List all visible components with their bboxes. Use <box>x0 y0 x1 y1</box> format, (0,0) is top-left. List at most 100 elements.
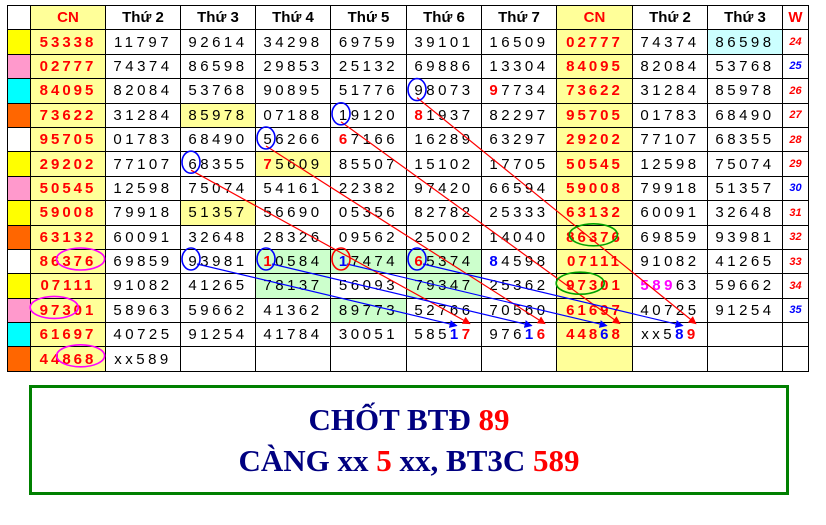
result-cell: 68355 <box>707 126 783 153</box>
result-cell: 40725 <box>632 297 708 324</box>
result-cell: 01783 <box>632 102 708 128</box>
result-cell <box>406 346 482 372</box>
header-cell: CN <box>30 4 106 31</box>
result-cell: 15102 <box>406 151 482 177</box>
result-cell: 07188 <box>255 102 331 128</box>
result-cell: 10584 <box>255 248 331 275</box>
result-cell: xx589 <box>632 322 708 348</box>
result-cell: 77107 <box>632 126 708 153</box>
result-cell: 12598 <box>105 175 181 202</box>
prediction-line-1: CHỐT BTĐ 89 <box>32 402 786 438</box>
row-marker <box>7 273 31 299</box>
week-number: 33 <box>782 248 809 275</box>
result-cell: 90895 <box>255 78 331 104</box>
prediction-bt3c-value: 589 <box>533 443 580 478</box>
result-cell: 16289 <box>406 126 482 153</box>
sunday-result-cell: 63132 <box>30 224 106 250</box>
result-cell: 65374 <box>406 248 482 275</box>
sunday-result-cell: 61697 <box>556 297 633 324</box>
sunday-result-cell: 29202 <box>30 151 106 177</box>
result-cell: 68355 <box>180 151 256 177</box>
result-cell: 30051 <box>330 322 407 348</box>
result-cell: 51357 <box>180 200 256 226</box>
table-row: 86376 69859 93981 10584 17474 65374 84598 07111… <box>7 248 809 275</box>
result-cell: 82084 <box>632 53 708 80</box>
result-cell: 93981 <box>180 248 256 275</box>
result-cell: 17474 <box>330 248 407 275</box>
table-row: 73622 31284 85978 07188 19120 81937 82297 95705… <box>7 102 809 128</box>
result-cell: 25132 <box>330 53 407 80</box>
sunday-result-cell: 73622 <box>30 102 106 128</box>
result-value: 75609 <box>263 155 323 173</box>
result-cell: 68490 <box>707 102 783 128</box>
result-cell: 84598 <box>481 248 557 275</box>
sunday-result-cell: 95705 <box>30 126 106 153</box>
result-cell: 82297 <box>481 102 557 128</box>
header-cell: Thứ 2 <box>105 4 181 31</box>
header-cell: W <box>782 4 809 31</box>
sunday-result-cell: 44868 <box>556 322 633 348</box>
result-cell: 28326 <box>255 224 331 250</box>
result-cell: 39101 <box>406 29 482 55</box>
header-cell: CN <box>556 4 633 31</box>
header-cell: Thứ 4 <box>255 4 331 31</box>
result-cell: 31284 <box>105 102 181 128</box>
result-value: 44868 <box>566 326 623 344</box>
result-cell: 85978 <box>707 78 783 104</box>
row-marker <box>7 29 31 55</box>
table-row: 61697 40725 91254 41784 30051 58517 97616 44868… <box>7 322 809 348</box>
sunday-result-cell: 84095 <box>556 53 633 80</box>
sunday-result-cell: 02777 <box>556 29 633 55</box>
week-number: 32 <box>782 224 809 250</box>
result-cell <box>632 346 708 372</box>
prediction-box: CHỐT BTĐ 89 CÀNG xx 5 xx, BT3C 589 <box>29 385 789 495</box>
result-value: 81937 <box>414 106 474 124</box>
row-marker <box>7 53 31 80</box>
row-marker <box>7 126 31 153</box>
sunday-result-cell: 97301 <box>30 297 106 324</box>
result-cell: 86598 <box>180 53 256 80</box>
result-cell: 69859 <box>632 224 708 250</box>
result-cell: 74374 <box>105 53 181 80</box>
result-cell: 16509 <box>481 29 557 55</box>
sunday-result-cell: 50545 <box>556 151 633 177</box>
result-value: 97616 <box>489 326 549 344</box>
result-cell: 41265 <box>180 273 256 299</box>
sunday-result-cell: 63132 <box>556 200 633 226</box>
result-cell: 68490 <box>180 126 256 153</box>
result-cell: 14040 <box>481 224 557 250</box>
header-cell: Thứ 5 <box>330 4 407 31</box>
result-cell: 82084 <box>105 78 181 104</box>
result-cell: 41265 <box>707 248 783 275</box>
result-cell: 85978 <box>180 102 256 128</box>
result-cell: 56690 <box>255 200 331 226</box>
week-number <box>782 346 809 372</box>
sunday-result-cell: 50545 <box>30 175 106 202</box>
result-cell: 75609 <box>255 151 331 177</box>
result-cell: 51357 <box>707 175 783 202</box>
week-number: 31 <box>782 200 809 226</box>
result-cell <box>707 346 783 372</box>
result-value: 58963 <box>640 277 700 295</box>
result-cell: 01783 <box>105 126 181 153</box>
prediction-btd-value: 89 <box>478 402 510 437</box>
result-cell: 79918 <box>105 200 181 226</box>
prediction-line-2: CÀNG xx 5 xx, BT3C 589 <box>32 443 786 479</box>
result-cell: 70560 <box>481 297 557 324</box>
corner-cell <box>7 4 31 31</box>
sunday-result-cell: 29202 <box>556 126 633 153</box>
result-cell: 92614 <box>180 29 256 55</box>
week-number: 30 <box>782 175 809 202</box>
row-marker <box>7 151 31 177</box>
week-number: 27 <box>782 102 809 128</box>
week-number: 24 <box>782 29 809 55</box>
result-cell: 34298 <box>255 29 331 55</box>
header-cell: Thứ 6 <box>406 4 482 31</box>
result-cell: 77107 <box>105 151 181 177</box>
result-value: 84598 <box>489 253 549 271</box>
result-cell: 74374 <box>632 29 708 55</box>
header-cell: Thứ 3 <box>180 4 256 31</box>
table-row: 07111 91082 41265 78137 56093 79347 25362 97301… <box>7 273 809 299</box>
prediction-cang-digit: 5 <box>376 443 392 478</box>
result-cell: 91254 <box>707 297 783 324</box>
